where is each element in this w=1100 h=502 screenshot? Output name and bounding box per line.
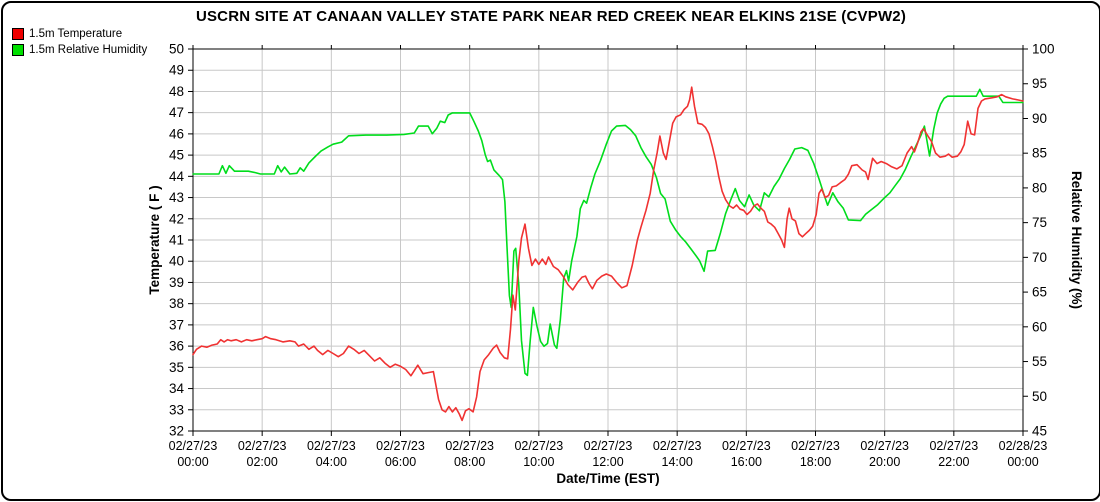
left-tick-label: 35 [169,360,184,375]
x-tick-label-date: 02/27/23 [238,439,287,453]
x-tick-label-time: 10:00 [523,455,554,469]
left-tick-label: 36 [169,339,184,354]
right-tick-label: 100 [1032,42,1055,57]
x-tick-label-time: 20:00 [869,455,900,469]
right-axis-title: Relative Humidity (%) [1069,171,1084,309]
x-tick-label-time: 14:00 [662,455,693,469]
left-tick-label: 47 [169,105,184,120]
x-tick-label-date: 02/27/23 [584,439,633,453]
left-axis-title: Temperature ( F ) [147,185,162,294]
x-tick-label-time: 16:00 [731,455,762,469]
x-tick-label-time: 00:00 [177,455,208,469]
x-tick-label-date: 02/27/23 [791,439,840,453]
legend-item-humidity: 1.5m Relative Humidity [12,42,147,58]
humidity-swatch-icon [12,44,24,56]
x-tick-label-date: 02/27/23 [929,439,978,453]
left-tick-label: 45 [169,148,184,163]
right-tick-label: 45 [1032,424,1047,439]
x-axis-title: Date/Time (EST) [556,471,659,486]
right-tick-label: 65 [1032,285,1047,300]
x-tick-label-date: 02/27/23 [307,439,356,453]
x-tick-label-time: 06:00 [385,455,416,469]
x-tick-label-date: 02/27/23 [376,439,425,453]
x-tick-label-time: 22:00 [938,455,969,469]
right-tick-label: 60 [1032,319,1047,334]
x-tick-label-date: 02/27/23 [514,439,563,453]
right-tick-label: 95 [1032,76,1047,91]
legend-item-temperature: 1.5m Temperature [12,26,147,42]
right-tick-label: 90 [1032,111,1047,126]
left-tick-label: 33 [169,402,184,417]
left-tick-label: 43 [169,190,184,205]
x-tick-label-date: 02/27/23 [860,439,909,453]
right-tick-label: 85 [1032,146,1047,161]
left-tick-label: 42 [169,211,184,226]
left-tick-label: 50 [169,42,184,57]
x-tick-label-date: 02/28/23 [999,439,1048,453]
temperature-line [192,86,1024,422]
left-tick-label: 40 [169,254,184,269]
right-tick-label: 75 [1032,215,1047,230]
x-tick-label-time: 18:00 [800,455,831,469]
left-tick-label: 34 [169,381,185,396]
legend: 1.5m Temperature 1.5m Relative Humidity [12,26,147,58]
left-tick-label: 32 [169,424,184,439]
legend-label-humidity: 1.5m Relative Humidity [29,44,148,56]
x-tick-label-date: 02/27/23 [653,439,702,453]
x-tick-label-time: 00:00 [1007,455,1038,469]
x-tick-label-time: 02:00 [247,455,278,469]
humidity-line [192,88,1024,377]
left-tick-label: 44 [169,169,185,184]
x-tick-label-time: 08:00 [454,455,485,469]
plot-border [192,48,1024,432]
x-tick-label-time: 12:00 [592,455,623,469]
left-tick-label: 46 [169,126,184,141]
x-tick-label-time: 04:00 [316,455,347,469]
left-tick-label: 37 [169,317,184,332]
legend-label-temperature: 1.5m Temperature [29,28,123,40]
left-tick-label: 49 [169,63,184,78]
x-tick-label-date: 02/27/23 [445,439,494,453]
left-tick-label: 48 [169,84,184,99]
temperature-swatch-icon [12,28,24,40]
left-tick-label: 38 [169,296,184,311]
chart-plot: 02/27/23 00:00 02/27/23 02:00 02/27/23 04:00 0… [147,42,1084,487]
right-tick-label: 50 [1032,389,1047,404]
right-tick-label: 70 [1032,250,1047,265]
right-tick-label: 80 [1032,180,1047,195]
chart-title: USCRN SITE AT CANAAN VALLEY STATE PARK N… [195,8,907,25]
x-tick-label-date: 02/27/23 [169,439,218,453]
x-tick-label-date: 02/27/23 [722,439,771,453]
left-tick-label: 39 [169,275,184,290]
left-tick-label: 41 [169,233,184,248]
right-tick-label: 55 [1032,354,1047,369]
